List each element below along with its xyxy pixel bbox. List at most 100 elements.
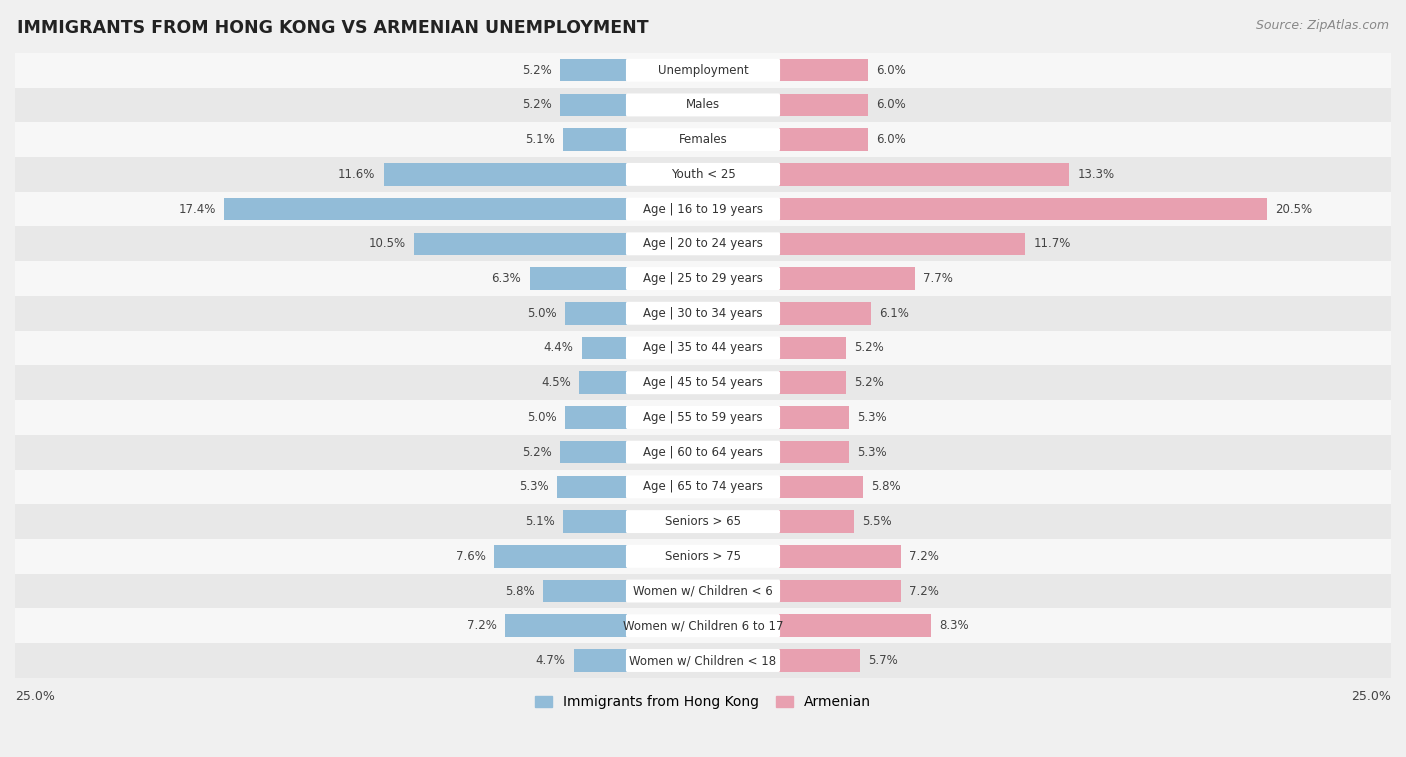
Bar — [779, 580, 901, 603]
FancyBboxPatch shape — [626, 545, 780, 568]
Text: 5.7%: 5.7% — [868, 654, 898, 667]
FancyBboxPatch shape — [626, 580, 780, 603]
Bar — [779, 302, 870, 325]
Bar — [779, 94, 868, 117]
Bar — [15, 88, 1391, 123]
Bar — [15, 609, 1391, 643]
Bar — [494, 545, 627, 568]
Text: 13.3%: 13.3% — [1077, 168, 1115, 181]
Bar — [579, 372, 627, 394]
Text: 4.7%: 4.7% — [536, 654, 565, 667]
FancyBboxPatch shape — [626, 615, 780, 637]
Bar — [543, 580, 627, 603]
Bar — [779, 510, 855, 533]
Text: Youth < 25: Youth < 25 — [671, 168, 735, 181]
Text: Unemployment: Unemployment — [658, 64, 748, 76]
Text: 7.7%: 7.7% — [924, 272, 953, 285]
Text: 5.2%: 5.2% — [522, 98, 551, 111]
Text: Age | 55 to 59 years: Age | 55 to 59 years — [643, 411, 763, 424]
Text: 11.7%: 11.7% — [1033, 238, 1070, 251]
FancyBboxPatch shape — [626, 93, 780, 117]
Bar — [530, 267, 627, 290]
Text: Source: ZipAtlas.com: Source: ZipAtlas.com — [1256, 19, 1389, 32]
Bar — [15, 504, 1391, 539]
FancyBboxPatch shape — [626, 371, 780, 394]
FancyBboxPatch shape — [626, 128, 780, 151]
Text: 5.2%: 5.2% — [522, 64, 551, 76]
Bar — [15, 331, 1391, 366]
Bar — [15, 643, 1391, 678]
Bar — [413, 232, 627, 255]
Text: Age | 35 to 44 years: Age | 35 to 44 years — [643, 341, 763, 354]
Bar — [560, 94, 627, 117]
Bar — [779, 232, 1025, 255]
FancyBboxPatch shape — [626, 510, 780, 533]
Text: Age | 30 to 34 years: Age | 30 to 34 years — [643, 307, 763, 319]
FancyBboxPatch shape — [626, 59, 780, 82]
Bar — [779, 163, 1069, 185]
Bar — [15, 123, 1391, 157]
Bar — [562, 510, 627, 533]
Bar — [779, 59, 868, 82]
Text: 25.0%: 25.0% — [15, 690, 55, 703]
Text: 5.1%: 5.1% — [524, 515, 554, 528]
Text: 17.4%: 17.4% — [179, 203, 217, 216]
Bar — [15, 400, 1391, 435]
Bar — [779, 650, 860, 671]
Bar — [384, 163, 627, 185]
Text: 5.0%: 5.0% — [527, 411, 557, 424]
Bar — [565, 407, 627, 428]
Text: Seniors > 65: Seniors > 65 — [665, 515, 741, 528]
FancyBboxPatch shape — [626, 232, 780, 255]
Bar — [15, 53, 1391, 88]
Text: 5.3%: 5.3% — [858, 411, 887, 424]
Text: 25.0%: 25.0% — [1351, 690, 1391, 703]
Text: 5.1%: 5.1% — [524, 133, 554, 146]
Bar — [562, 129, 627, 151]
Bar — [560, 441, 627, 463]
Bar — [15, 296, 1391, 331]
Text: Age | 20 to 24 years: Age | 20 to 24 years — [643, 238, 763, 251]
Bar — [779, 407, 849, 428]
Bar — [560, 59, 627, 82]
Text: Women w/ Children < 18: Women w/ Children < 18 — [630, 654, 776, 667]
FancyBboxPatch shape — [626, 337, 780, 360]
Text: IMMIGRANTS FROM HONG KONG VS ARMENIAN UNEMPLOYMENT: IMMIGRANTS FROM HONG KONG VS ARMENIAN UN… — [17, 19, 648, 37]
Text: Age | 16 to 19 years: Age | 16 to 19 years — [643, 203, 763, 216]
Text: Women w/ Children < 6: Women w/ Children < 6 — [633, 584, 773, 597]
Bar — [224, 198, 627, 220]
FancyBboxPatch shape — [626, 649, 780, 672]
Text: Males: Males — [686, 98, 720, 111]
Text: 5.3%: 5.3% — [858, 446, 887, 459]
Text: 6.1%: 6.1% — [879, 307, 910, 319]
FancyBboxPatch shape — [626, 441, 780, 463]
Text: 5.5%: 5.5% — [863, 515, 893, 528]
FancyBboxPatch shape — [626, 267, 780, 290]
Text: 10.5%: 10.5% — [368, 238, 406, 251]
Text: 6.3%: 6.3% — [492, 272, 522, 285]
Text: 20.5%: 20.5% — [1275, 203, 1313, 216]
Legend: Immigrants from Hong Kong, Armenian: Immigrants from Hong Kong, Armenian — [530, 690, 876, 715]
Text: 7.2%: 7.2% — [467, 619, 496, 632]
Bar — [779, 441, 849, 463]
Bar — [15, 435, 1391, 469]
Bar — [779, 337, 846, 360]
Text: 5.2%: 5.2% — [855, 341, 884, 354]
Text: Age | 60 to 64 years: Age | 60 to 64 years — [643, 446, 763, 459]
Bar — [557, 475, 627, 498]
FancyBboxPatch shape — [626, 406, 780, 429]
Text: Age | 65 to 74 years: Age | 65 to 74 years — [643, 481, 763, 494]
Bar — [779, 372, 846, 394]
Bar — [15, 366, 1391, 400]
Bar — [15, 574, 1391, 609]
Text: 11.6%: 11.6% — [337, 168, 375, 181]
Text: 5.2%: 5.2% — [522, 446, 551, 459]
Bar — [15, 226, 1391, 261]
Bar — [779, 129, 868, 151]
Text: 7.2%: 7.2% — [910, 550, 939, 563]
Bar — [15, 192, 1391, 226]
Text: 6.0%: 6.0% — [876, 64, 905, 76]
Text: 4.5%: 4.5% — [541, 376, 571, 389]
FancyBboxPatch shape — [626, 475, 780, 498]
Bar — [565, 302, 627, 325]
